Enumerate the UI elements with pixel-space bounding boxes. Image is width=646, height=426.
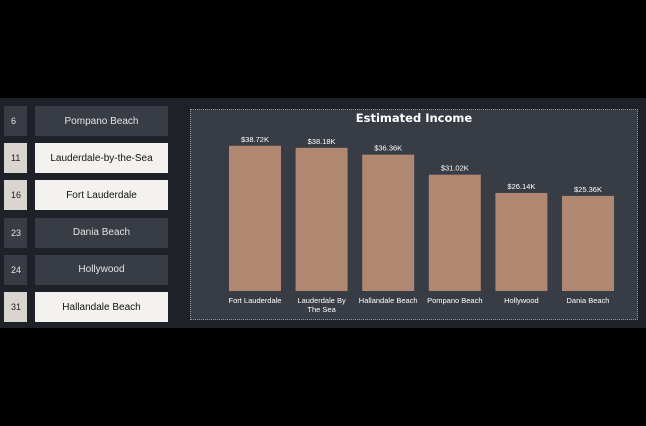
data-label: $36.36K bbox=[374, 144, 402, 153]
data-label: $26.14K bbox=[507, 182, 535, 191]
rank-row[interactable]: 6 Pompano Beach bbox=[4, 106, 168, 136]
rank-number: 11 bbox=[4, 143, 27, 174]
bar[interactable] bbox=[362, 154, 415, 291]
bar[interactable] bbox=[562, 195, 614, 291]
city-name: Hallandale Beach bbox=[35, 292, 168, 322]
bar[interactable] bbox=[428, 174, 481, 291]
rank-row[interactable]: 16 Fort Lauderdale bbox=[4, 180, 168, 211]
rank-number: 23 bbox=[4, 217, 27, 248]
bar[interactable] bbox=[295, 147, 348, 291]
x-tick-label: Dania Beach bbox=[567, 296, 610, 305]
rank-number: 16 bbox=[4, 180, 27, 211]
rank-row[interactable]: 31 Hallandale Beach bbox=[4, 292, 168, 322]
x-tick-label: The Sea bbox=[307, 305, 336, 314]
data-label: $38.18K bbox=[308, 137, 336, 146]
x-tick-label: Fort Lauderdale bbox=[229, 296, 282, 305]
city-name: Hollywood bbox=[35, 254, 168, 285]
rank-number: 31 bbox=[4, 292, 27, 322]
city-name: Fort Lauderdale bbox=[35, 180, 168, 211]
city-name: Lauderdale-by-the-Sea bbox=[35, 143, 168, 174]
rank-row[interactable]: 24 Hollywood bbox=[4, 254, 168, 285]
bar-chart-svg: $38.72K Fort Lauderdale $38.18K Lauderdale … bbox=[229, 135, 614, 314]
estimated-income-chart: Estimated Income $38.72K Fort Lauderdale $… bbox=[190, 109, 638, 320]
data-label: $38.72K bbox=[241, 135, 269, 144]
rank-row[interactable]: 23 Dania Beach bbox=[4, 217, 168, 248]
rank-number: 6 bbox=[4, 106, 27, 136]
chart-title: Estimated Income bbox=[355, 111, 473, 125]
city-name: Dania Beach bbox=[35, 217, 168, 248]
city-name: Pompano Beach bbox=[35, 106, 168, 136]
x-tick-label: Lauderdale By bbox=[297, 296, 346, 305]
dashboard: 6 Pompano Beach 11 Lauderdale-by-the-Sea 16 F… bbox=[0, 98, 646, 328]
bar[interactable] bbox=[495, 192, 548, 291]
rank-row[interactable]: 11 Lauderdale-by-the-Sea bbox=[4, 143, 168, 174]
x-tick-label: Hallandale Beach bbox=[359, 296, 418, 305]
rank-number: 24 bbox=[4, 254, 27, 285]
x-tick-label: Hollywood bbox=[504, 296, 539, 305]
x-tick-label: Pompano Beach bbox=[427, 296, 482, 305]
bar[interactable] bbox=[229, 145, 281, 291]
data-label: $25.36K bbox=[574, 185, 602, 194]
data-label: $31.02K bbox=[441, 164, 469, 173]
